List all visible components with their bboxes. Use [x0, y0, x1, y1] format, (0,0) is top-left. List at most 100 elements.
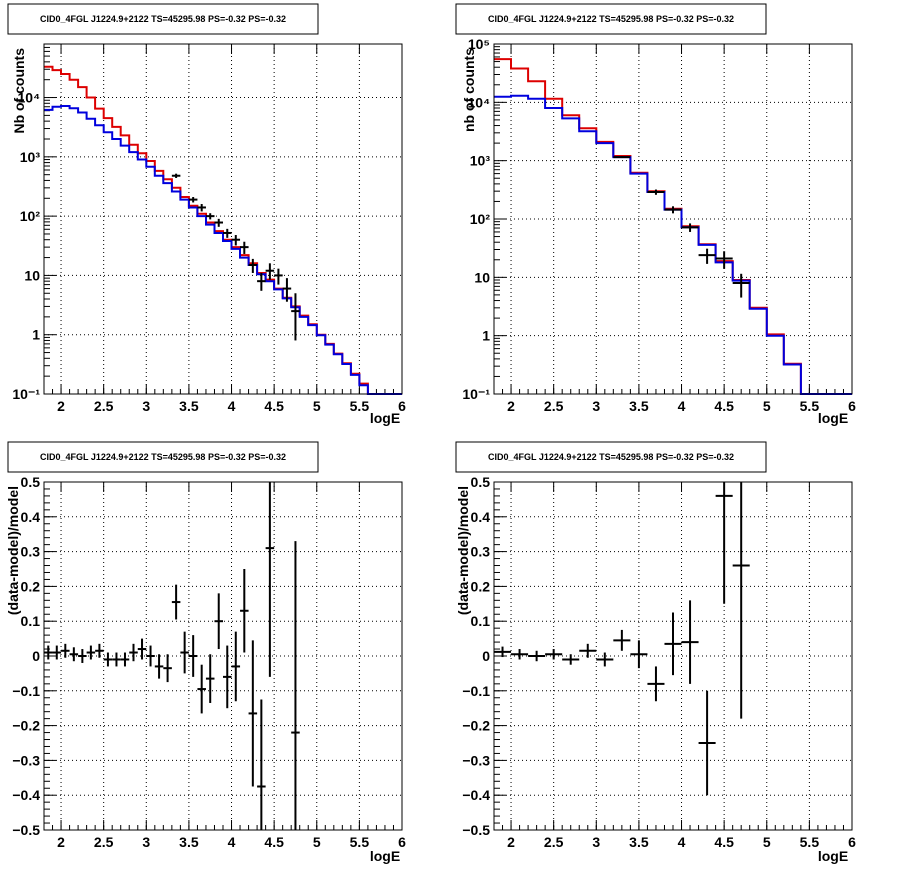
x-tick-label: 4.5	[714, 834, 734, 850]
x-tick-label: 5.5	[350, 834, 370, 850]
x-tick-label: 5	[313, 398, 321, 414]
x-tick-label: 2.5	[544, 398, 564, 414]
plot-frame	[43, 481, 403, 831]
y-tick-label: 10	[24, 267, 40, 283]
y-axis-label: nb of counts	[461, 48, 477, 132]
plot-frame	[43, 43, 403, 395]
chart-panel-4: CID0_4FGL J1224.9+2122 TS=45295.98 PS=-0…	[455, 441, 856, 864]
model-histogram-model_total	[494, 58, 852, 395]
x-tick-label: 5.5	[800, 834, 820, 850]
y-tick-label: 10⁴	[468, 94, 491, 110]
x-tick-label: 2	[507, 834, 515, 850]
chart-title: CID0_4FGL J1224.9+2122 TS=45295.98 PS=-0…	[40, 452, 286, 462]
title-box	[7, 3, 319, 35]
y-tick-label: 0.2	[471, 578, 491, 594]
chart-title: CID0_4FGL J1224.9+2122 TS=45295.98 PS=-0…	[40, 14, 286, 24]
x-tick-label: 3.5	[629, 398, 649, 414]
x-tick-label: 3	[142, 398, 150, 414]
model-histogram-model_source	[494, 94, 852, 395]
x-tick-label: 4	[228, 834, 236, 850]
title-box	[455, 3, 767, 35]
y-tick-label: −0.4	[12, 787, 40, 803]
x-tick-label: 5	[763, 834, 771, 850]
y-axis-label: Nb of counts	[11, 48, 27, 134]
x-tick-label: 4	[678, 398, 686, 414]
y-tick-label: 0.4	[471, 509, 491, 525]
x-tick-label: 3.5	[629, 834, 649, 850]
title-box	[7, 441, 319, 473]
chart-panel-3: CID0_4FGL J1224.9+2122 TS=45295.98 PS=-0…	[5, 441, 406, 864]
x-tick-label: 5	[763, 398, 771, 414]
y-tick-label: −0.5	[12, 822, 40, 838]
model-histogram-model_source	[44, 105, 402, 395]
x-tick-label: 6	[398, 398, 406, 414]
x-tick-label: 2	[57, 834, 65, 850]
y-tick-label: 10²	[20, 208, 41, 224]
x-tick-label: 6	[848, 834, 856, 850]
y-tick-label: 0.5	[471, 474, 491, 490]
plot-frame	[493, 43, 853, 395]
x-tick-label: 5.5	[800, 398, 820, 414]
y-tick-label: 1	[482, 328, 490, 344]
y-axis-label: (data-model)/model	[5, 486, 21, 615]
x-tick-label: 4	[678, 834, 686, 850]
x-axis-label: logE	[818, 848, 848, 864]
y-tick-label: 0	[482, 648, 490, 664]
y-tick-label: 0.5	[21, 474, 41, 490]
x-tick-label: 3.5	[179, 398, 199, 414]
x-tick-label: 2.5	[94, 834, 114, 850]
y-tick-label: 0.1	[471, 613, 491, 629]
y-tick-label: −0.4	[462, 787, 490, 803]
chart-panel-2: CID0_4FGL J1224.9+2122 TS=45295.98 PS=-0…	[455, 3, 856, 426]
y-tick-label: 10⁻¹	[12, 386, 40, 402]
y-tick-label: 0.4	[21, 509, 41, 525]
x-tick-label: 3	[142, 834, 150, 850]
x-tick-label: 6	[848, 398, 856, 414]
y-tick-label: 10³	[20, 149, 41, 165]
y-tick-label: 10⁴	[18, 90, 41, 106]
x-tick-label: 3	[592, 398, 600, 414]
y-tick-label: −0.3	[12, 752, 40, 768]
x-tick-label: 2.5	[94, 398, 114, 414]
y-tick-label: 10⁻¹	[462, 386, 490, 402]
chart-title: CID0_4FGL J1224.9+2122 TS=45295.98 PS=-0…	[488, 452, 734, 462]
plot-frame	[493, 481, 853, 831]
y-tick-label: 1	[32, 327, 40, 343]
x-axis-label: logE	[370, 410, 400, 426]
x-tick-label: 4.5	[714, 398, 734, 414]
y-tick-label: 0.2	[21, 578, 41, 594]
x-tick-label: 2	[57, 398, 65, 414]
y-tick-label: −0.1	[462, 683, 490, 699]
y-tick-label: 0	[32, 648, 40, 664]
x-tick-label: 4	[228, 398, 236, 414]
chart-title: CID0_4FGL J1224.9+2122 TS=45295.98 PS=-0…	[488, 14, 734, 24]
y-axis-label: (data-model)/model	[455, 486, 471, 615]
y-tick-label: −0.2	[12, 718, 40, 734]
y-tick-label: −0.5	[462, 822, 490, 838]
x-tick-label: 6	[398, 834, 406, 850]
chart-panel-1: CID0_4FGL J1224.9+2122 TS=45295.98 PS=-0…	[7, 3, 406, 426]
x-tick-label: 5.5	[350, 398, 370, 414]
y-tick-label: 10⁵	[468, 36, 490, 52]
y-tick-label: 0.3	[471, 544, 491, 560]
x-tick-label: 3	[592, 834, 600, 850]
model-histogram-model_total	[44, 65, 402, 395]
x-tick-label: 4.5	[264, 834, 284, 850]
x-axis-label: logE	[818, 410, 848, 426]
x-tick-label: 2.5	[544, 834, 564, 850]
x-tick-label: 5	[313, 834, 321, 850]
y-tick-label: 10	[474, 269, 490, 285]
y-tick-label: −0.2	[462, 718, 490, 734]
y-tick-label: 0.1	[21, 613, 41, 629]
x-tick-label: 2	[507, 398, 515, 414]
y-tick-label: 0.3	[21, 544, 41, 560]
x-tick-label: 3.5	[179, 834, 199, 850]
y-tick-label: −0.1	[12, 683, 40, 699]
x-axis-label: logE	[370, 848, 400, 864]
y-tick-label: 10²	[470, 211, 491, 227]
y-tick-label: 10³	[470, 153, 491, 169]
y-tick-label: −0.3	[462, 752, 490, 768]
title-box	[455, 441, 767, 473]
